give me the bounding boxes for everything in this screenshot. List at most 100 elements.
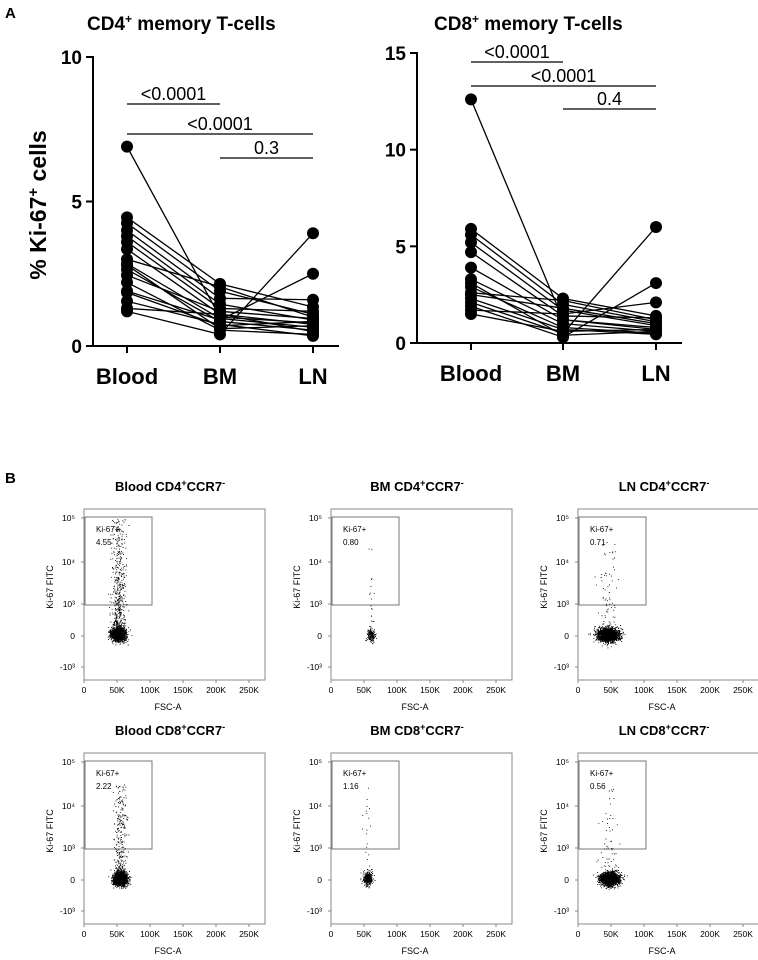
flow-plot-title: BM CD8+CCR7- bbox=[370, 722, 464, 738]
x-tick-label: 200K bbox=[206, 685, 226, 695]
gate-percentage: 0.80 bbox=[343, 538, 359, 547]
x-category-label: Blood bbox=[96, 364, 158, 389]
gate-percentage: 1.16 bbox=[343, 782, 359, 791]
plot-frame bbox=[83, 752, 266, 925]
p-value-label: <0.0001 bbox=[187, 114, 253, 134]
data-point bbox=[465, 246, 477, 259]
data-point bbox=[650, 221, 662, 233]
y-tick-label: 10⁵ bbox=[556, 513, 569, 523]
y-tick-label: 0 bbox=[564, 875, 569, 885]
line-chart-cd4_ki67: CD4+ memory T-cells % Ki-67+ cells 0 5 10 Blo… bbox=[25, 12, 339, 389]
y-tick-label: 10⁵ bbox=[62, 757, 75, 767]
data-point bbox=[557, 329, 569, 342]
ki67-gate bbox=[331, 516, 400, 606]
data-point bbox=[121, 285, 133, 298]
y-tick-label: 10³ bbox=[63, 599, 75, 609]
event-dots bbox=[360, 787, 376, 889]
y-tick-label: 5 bbox=[395, 237, 406, 258]
flow-plot-title: BM CD4+CCR7- bbox=[370, 478, 464, 494]
flow-plot-flow_bm_cd8: BM CD8+CCR7- -10³ 0 10³ 10⁴ 10⁵ 0 50K 100K 150K 20… bbox=[292, 722, 513, 956]
flow-plot-title: LN CD8+CCR7- bbox=[619, 722, 710, 738]
x-tick-label: 0 bbox=[82, 685, 87, 695]
ki67-gate bbox=[331, 760, 400, 850]
x-tick-label: 200K bbox=[700, 929, 720, 939]
flow-plot-flow_bm_cd4: BM CD4+CCR7- -10³ 0 10³ 10⁴ 10⁵ 0 50K 100K 150K 20… bbox=[292, 478, 513, 712]
data-point bbox=[307, 227, 319, 240]
gate-label: Ki-67+ bbox=[590, 769, 614, 778]
y-tick-label: 10³ bbox=[310, 599, 322, 609]
x-tick-label: 100K bbox=[634, 685, 654, 695]
p-value-label: <0.0001 bbox=[531, 66, 597, 86]
data-point bbox=[214, 280, 226, 293]
data-point bbox=[465, 277, 477, 290]
data-point bbox=[650, 277, 662, 290]
p-value-label: 0.3 bbox=[254, 138, 279, 158]
x-category-label: LN bbox=[298, 364, 327, 389]
data-point bbox=[121, 243, 133, 256]
y-tick-label: -10³ bbox=[60, 662, 75, 672]
y-tick-label: 10³ bbox=[557, 599, 569, 609]
y-axis-label: % Ki-67+ cells bbox=[25, 130, 52, 279]
flow-plot-title: Blood CD4+CCR7- bbox=[115, 478, 225, 494]
data-point bbox=[214, 308, 226, 321]
y-tick-label: 10⁵ bbox=[556, 757, 569, 767]
x-tick-label: 50K bbox=[109, 685, 124, 695]
p-value-label: 0.4 bbox=[597, 89, 622, 109]
x-tick-label: 150K bbox=[420, 685, 440, 695]
y-tick-label: 0 bbox=[71, 337, 82, 358]
x-tick-label: 0 bbox=[82, 929, 87, 939]
x-axis-title: FSC-A bbox=[402, 702, 429, 712]
x-tick-label: 100K bbox=[387, 685, 407, 695]
x-tick-label: 50K bbox=[603, 929, 618, 939]
y-tick-label: 10⁴ bbox=[309, 801, 322, 811]
plot-frame bbox=[330, 752, 513, 925]
gate-label: Ki-67+ bbox=[343, 525, 367, 534]
y-tick-label: 10⁵ bbox=[309, 513, 322, 523]
x-tick-label: 250K bbox=[733, 929, 753, 939]
data-point bbox=[307, 311, 319, 324]
data-point bbox=[121, 276, 133, 289]
x-tick-label: 250K bbox=[733, 685, 753, 695]
x-tick-label: 50K bbox=[356, 685, 371, 695]
x-tick-label: 50K bbox=[356, 929, 371, 939]
data-point bbox=[307, 325, 319, 338]
x-tick-label: 50K bbox=[109, 929, 124, 939]
event-dots bbox=[108, 784, 132, 890]
gate-label: Ki-67+ bbox=[590, 525, 614, 534]
plot-frame bbox=[577, 508, 758, 681]
flow-plot-title: LN CD4+CCR7- bbox=[619, 478, 710, 494]
p-value-label: <0.0001 bbox=[141, 84, 207, 104]
y-tick-label: 10³ bbox=[310, 843, 322, 853]
x-tick-label: 0 bbox=[329, 685, 334, 695]
y-tick-label: 0 bbox=[564, 631, 569, 641]
panel-a-line-charts: CD4+ memory T-cells % Ki-67+ cells 0 5 10 Blo… bbox=[25, 12, 682, 389]
data-point bbox=[307, 267, 319, 280]
plot-frame bbox=[330, 508, 513, 681]
y-axis-title: Ki-67 FITC bbox=[45, 809, 55, 853]
ki67-gate bbox=[578, 516, 647, 606]
x-tick-label: 150K bbox=[420, 929, 440, 939]
y-tick-label: 0 bbox=[317, 631, 322, 641]
x-tick-label: 150K bbox=[173, 685, 193, 695]
event-dots bbox=[365, 548, 377, 645]
x-axis-title: FSC-A bbox=[649, 702, 676, 712]
y-tick-label: 10⁴ bbox=[556, 801, 569, 811]
x-category-label: Blood bbox=[440, 361, 502, 386]
gate-label: Ki-67+ bbox=[96, 769, 120, 778]
event-dots bbox=[592, 789, 628, 890]
gate-percentage: 2.22 bbox=[96, 782, 112, 791]
data-point bbox=[121, 302, 133, 315]
chart-title: CD4+ memory T-cells bbox=[87, 12, 276, 35]
x-tick-label: 150K bbox=[667, 685, 687, 695]
data-point bbox=[214, 322, 226, 335]
plot-frame bbox=[577, 752, 758, 925]
panel-label-a: A bbox=[5, 5, 16, 22]
y-tick-label: 10⁵ bbox=[309, 757, 322, 767]
data-point bbox=[650, 325, 662, 338]
x-tick-label: 100K bbox=[140, 929, 160, 939]
data-point bbox=[557, 302, 569, 315]
line-chart-cd8_ki67: CD8+ memory T-cells 0 5 10 15 Blood BM LN <0.000… bbox=[385, 12, 682, 386]
y-tick-label: 10⁴ bbox=[309, 557, 322, 567]
flow-plot-title: Blood CD8+CCR7- bbox=[115, 722, 225, 738]
x-tick-label: 200K bbox=[453, 929, 473, 939]
